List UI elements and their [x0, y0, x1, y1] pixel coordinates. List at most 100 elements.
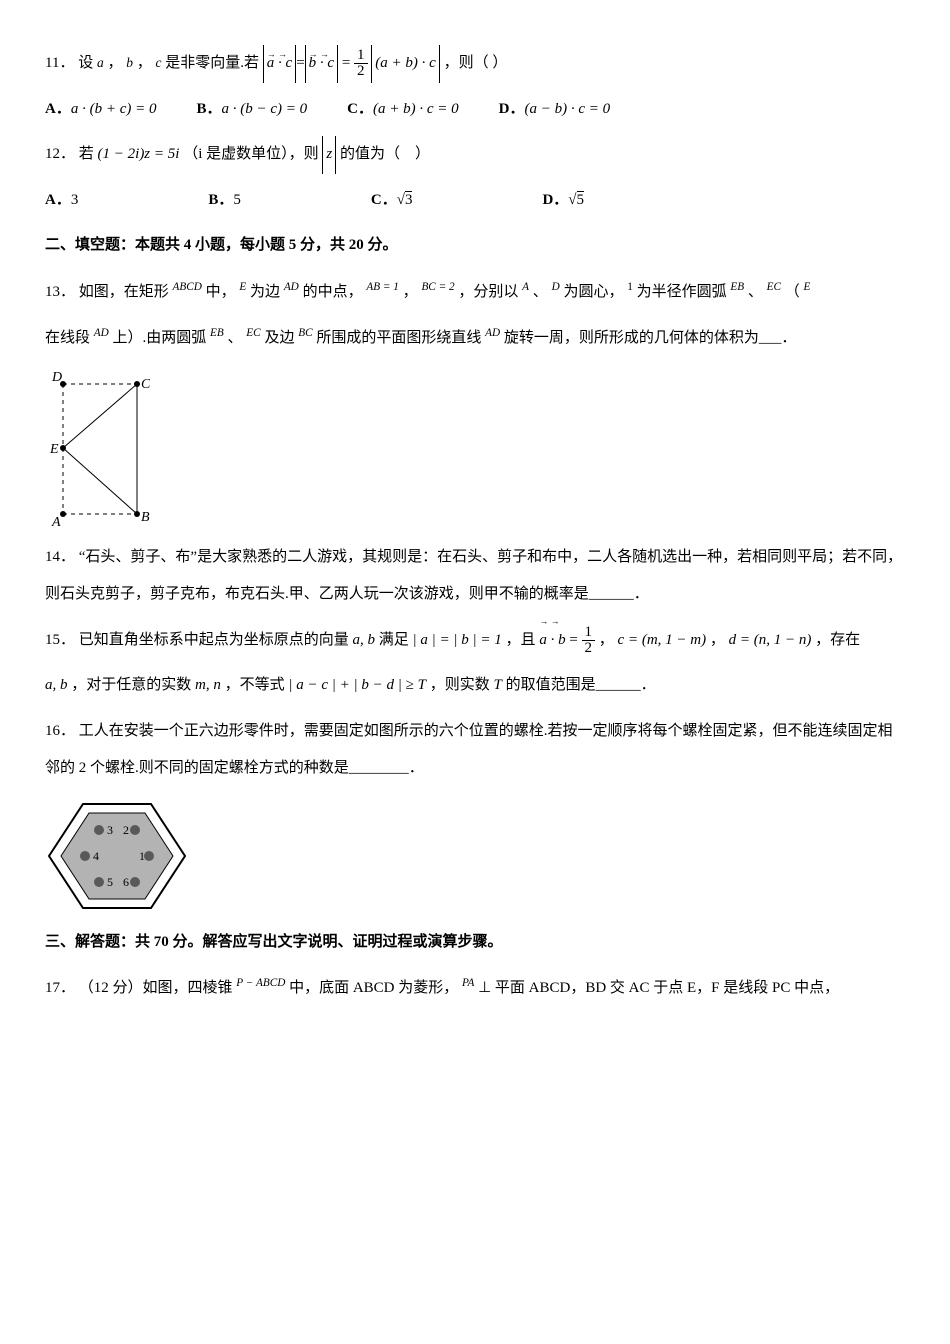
q13-num: 13．	[45, 284, 75, 300]
svg-text:1: 1	[139, 849, 145, 863]
q17-perp: ⊥	[478, 980, 491, 996]
q17-p1b: 中，底面 ABCD 为菱形，	[289, 980, 458, 996]
q14: 14． “石头、剪子、布”是大家熟悉的二人游戏，其规则是：在石头、剪子和布中，二…	[45, 539, 905, 614]
q13-one: 1	[627, 281, 633, 293]
q16: 16． 工人在安装一个正六边形零件时，需要固定如图所示的六个位置的螺栓.若按一定…	[45, 713, 905, 788]
q17-pa: PA	[462, 977, 474, 989]
q13-bc2: BC	[298, 327, 312, 339]
q11-eq1: =	[296, 55, 304, 71]
q11-num: 11．	[45, 55, 74, 71]
q15-cond1: | a | = | b | = 1	[413, 632, 502, 648]
q12-options: A．3 B．5 C．√3 D．√5	[45, 182, 905, 220]
q15-line2: a, b ，对于任意的实数 m, n ，不等式 | a − c | + | b …	[45, 667, 905, 705]
q12-opt-c: C．√3	[371, 182, 413, 220]
q13-dsep: 、	[533, 284, 548, 300]
svg-text:B: B	[141, 510, 150, 525]
q12-abs-z: z	[322, 136, 336, 174]
q15-p2d: 的取值范围是______．	[506, 677, 656, 693]
q13-ad3: AD	[485, 327, 500, 339]
q13-ad2: AD	[94, 327, 109, 339]
q17-p1c: 平面 ABCD，BD 交 AC 于点 E，F 是线段 PC 中点，	[495, 980, 839, 996]
q13-eb2: EB	[210, 327, 224, 339]
q13-a: A	[522, 281, 529, 293]
q17-num: 17．	[45, 980, 75, 996]
section3-heading: 三、解答题：共 70 分。解答应写出文字说明、证明过程或演算步骤。	[45, 924, 905, 962]
q11-abs3: (a + b) · c	[371, 45, 440, 83]
q13-ec: EC	[767, 281, 781, 293]
q13-ab: AB = 1	[366, 281, 399, 293]
q12-opt-d: D．√5	[542, 182, 584, 220]
q15-p1f: ，存在	[815, 632, 860, 648]
q15-p1a: 已知直角坐标系中起点为坐标原点的向量	[79, 632, 349, 648]
q15-ineq: | a − c | + | b − d | ≥ T	[288, 677, 426, 693]
svg-text:C: C	[141, 377, 150, 392]
q14-text: “石头、剪子、布”是大家熟悉的二人游戏，其规则是：在石头、剪子和布中，二人各随机…	[45, 549, 902, 603]
q13-ec2: EC	[246, 327, 260, 339]
q14-num: 14．	[45, 549, 75, 565]
svg-text:2: 2	[123, 823, 129, 837]
svg-text:D: D	[51, 370, 62, 385]
q11-abs1: → →a · c	[263, 45, 296, 83]
q13-e2: E	[804, 281, 811, 293]
q15-p1e: ，	[710, 632, 725, 648]
q13-p1e: ，	[403, 284, 418, 300]
svg-text:3: 3	[107, 823, 113, 837]
q15-num: 15．	[45, 632, 75, 648]
q15-p1c: ，且	[506, 632, 536, 648]
q13-abcd: ABCD	[173, 281, 202, 293]
q13-d: D	[552, 281, 560, 293]
q15: 15． 已知直角坐标系中起点为坐标原点的向量 a, b 满足 | a | = |…	[45, 622, 905, 660]
svg-text:5: 5	[107, 875, 113, 889]
q12-stem-b: （i 是虚数单位），则	[183, 146, 318, 162]
svg-text:E: E	[49, 442, 59, 457]
q15-cexpr: c = (m, 1 − m)	[618, 632, 707, 648]
svg-text:6: 6	[123, 875, 129, 889]
q11-sep2: ，	[137, 55, 152, 71]
q11-abs2: → →b · c	[305, 45, 338, 83]
q15-dexpr: d = (n, 1 − n)	[729, 632, 812, 648]
q11: 11． 设 a ， b ， c 是非零向量.若 → →a · c=→ →b · …	[45, 45, 905, 83]
q12-expr1: (1 − 2i)z = 5i	[98, 146, 180, 162]
q13-p1c: 为边	[250, 284, 280, 300]
q13-p1d: 的中点，	[303, 284, 363, 300]
q13-p2c: 及边	[264, 330, 294, 346]
q12-stem-c: 的值为（ ）	[340, 146, 430, 162]
q15-frac: 12	[582, 625, 596, 656]
q13-p1h: 为半径作圆弧	[637, 284, 727, 300]
q13-p2b: 上）.由两圆弧	[113, 330, 207, 346]
q12-stem-a: 若	[79, 146, 94, 162]
q13-p1g: 为圆心，	[563, 284, 623, 300]
q11-c: c	[156, 55, 162, 70]
q13-line2: 在线段 AD 上）.由两圆弧 EB 、 EC 及边 BC 所围成的平面图形绕直线…	[45, 319, 905, 358]
section2-heading: 二、填空题：本题共 4 小题，每小题 5 分，共 20 分。	[45, 227, 905, 265]
q17: 17． （12 分）如图，四棱锥 P − ABCD 中，底面 ABCD 为菱形，…	[45, 969, 905, 1008]
q13-ad1: AD	[284, 281, 299, 293]
q11-sep1: ，	[107, 55, 122, 71]
q11-stem-a: 设	[78, 55, 93, 71]
q13-diagram: D C E A B	[45, 366, 150, 531]
q13-p2e: 旋转一周，则所形成的几何体的体积为___．	[504, 330, 797, 346]
q11-opt-d: D．(a − b) · c = 0	[499, 91, 611, 129]
q15-p2a-ab: a, b	[45, 677, 68, 693]
q12-num: 12．	[45, 146, 75, 162]
q11-frac: 12	[354, 48, 368, 79]
q13-p1a: 如图，在矩形	[79, 284, 169, 300]
q12-opt-b: B．5	[208, 182, 241, 220]
q15-mn: m, n	[195, 677, 221, 693]
q16-text: 工人在安装一个正六边形零件时，需要固定如图所示的六个位置的螺栓.若按一定顺序将每…	[45, 723, 893, 777]
q13-p1f: ，分别以	[458, 284, 518, 300]
q13-p1i: （	[785, 284, 800, 300]
q11-stem-b: 是非零向量.若	[165, 55, 259, 71]
q13-e: E	[239, 281, 246, 293]
q11-stem-c: ，则（ ）	[444, 55, 508, 71]
q13-sep2b: 、	[228, 330, 243, 346]
q13-eb: EB	[730, 281, 744, 293]
q15-p1b: 满足	[379, 632, 409, 648]
q11-b: b	[126, 55, 133, 70]
q15-T: T	[493, 677, 501, 693]
q13-ecsep: 、	[748, 284, 763, 300]
q15-p2a: ，对于任意的实数	[71, 677, 191, 693]
q15-p1d: ，	[599, 632, 614, 648]
q16-diagram: 1 2 3 4 5 6	[45, 796, 190, 916]
q17-pabcd: P − ABCD	[236, 977, 285, 989]
